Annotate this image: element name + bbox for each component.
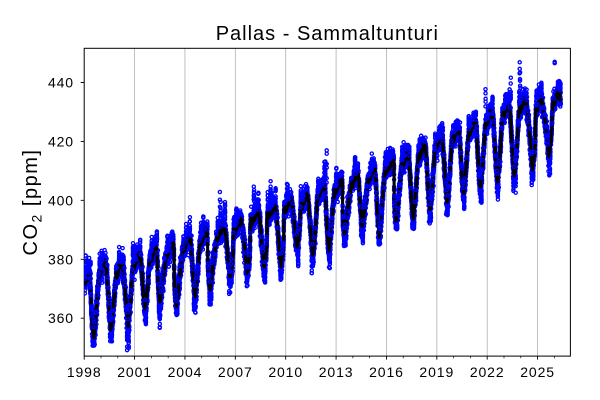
svg-text:380: 380 bbox=[48, 251, 74, 267]
svg-text:440: 440 bbox=[48, 75, 74, 91]
svg-text:2019: 2019 bbox=[419, 364, 454, 380]
svg-text:2025: 2025 bbox=[520, 364, 555, 380]
svg-text:420: 420 bbox=[48, 133, 74, 149]
svg-text:2007: 2007 bbox=[218, 364, 253, 380]
svg-text:1998: 1998 bbox=[67, 364, 102, 380]
svg-text:2016: 2016 bbox=[369, 364, 404, 380]
svg-text:2022: 2022 bbox=[470, 364, 505, 380]
svg-text:360: 360 bbox=[48, 310, 74, 326]
svg-text:2004: 2004 bbox=[168, 364, 203, 380]
svg-text:CO2 [ppm]: CO2 [ppm] bbox=[20, 149, 44, 256]
svg-text:2010: 2010 bbox=[268, 364, 303, 380]
svg-text:Pallas - Sammaltunturi: Pallas - Sammaltunturi bbox=[216, 23, 439, 45]
svg-text:400: 400 bbox=[48, 192, 74, 208]
svg-text:2013: 2013 bbox=[319, 364, 354, 380]
svg-text:2001: 2001 bbox=[117, 364, 152, 380]
